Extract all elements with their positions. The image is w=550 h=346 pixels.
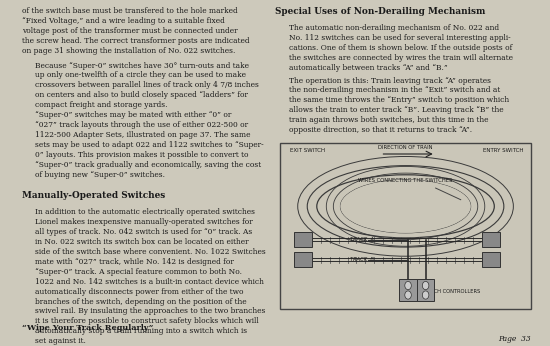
Ellipse shape — [340, 180, 471, 233]
Circle shape — [422, 281, 429, 290]
Text: Manually-Operated Switches: Manually-Operated Switches — [22, 191, 165, 200]
Bar — [294, 232, 311, 247]
Text: Page  33: Page 33 — [498, 335, 531, 344]
Text: Special Uses of Non-Derailing Mechanism: Special Uses of Non-Derailing Mechanism — [275, 7, 485, 16]
Bar — [417, 280, 434, 301]
Circle shape — [405, 291, 411, 299]
Bar — [399, 280, 417, 301]
Text: EXIT SWITCH: EXIT SWITCH — [290, 148, 325, 153]
Text: TRACK  B: TRACK B — [350, 257, 374, 262]
Text: of the switch base must be transfered to the hole marked
“Fixed Voltage,” and a : of the switch base must be transfered to… — [22, 7, 250, 55]
Circle shape — [422, 291, 429, 299]
Text: In addition to the automatic electrically operated switches
Lionel makes inexpen: In addition to the automatic electricall… — [35, 208, 266, 345]
Text: ENTRY SWITCH: ENTRY SWITCH — [483, 148, 524, 153]
Text: “Wipe Your Track Regularly”: “Wipe Your Track Regularly” — [22, 324, 153, 332]
Bar — [482, 232, 499, 247]
Text: DIRECTION OF TRAIN: DIRECTION OF TRAIN — [378, 145, 433, 150]
Text: The operation is this: Train leaving track “A” operates
the non-derailing mechan: The operation is this: Train leaving tra… — [289, 76, 509, 134]
Text: The automatic non-derailing mechanism of No. 022 and
No. 112 switches can be use: The automatic non-derailing mechanism of… — [289, 24, 513, 72]
Bar — [482, 252, 499, 267]
Text: TRACK  A: TRACK A — [350, 237, 374, 242]
Text: WIRES CONNECTING THE SWITCHES: WIRES CONNECTING THE SWITCHES — [359, 178, 453, 183]
Bar — [280, 143, 531, 309]
Circle shape — [405, 281, 411, 290]
Text: Because “Super-0” switches have 30° turn-outs and take
up only one-twelfth of a : Because “Super-0” switches have 30° turn… — [35, 62, 259, 109]
Text: SWITCH CONTROLLERS: SWITCH CONTROLLERS — [421, 290, 480, 294]
Bar — [294, 252, 311, 267]
Text: “Super-0” switches may be mated with either “0” or
“027” track layouts through t: “Super-0” switches may be mated with eit… — [35, 111, 263, 179]
